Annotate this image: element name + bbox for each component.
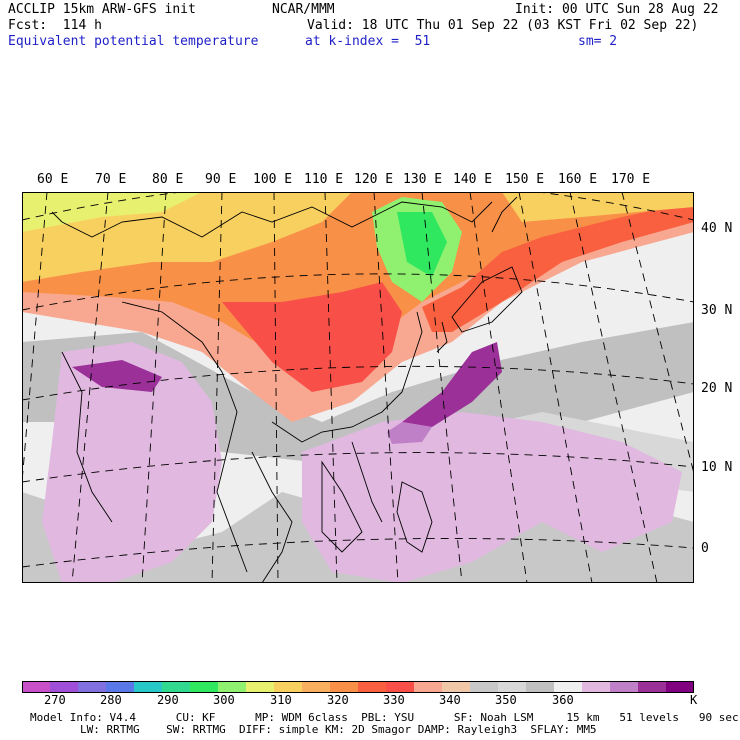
- colorbar-label: 330: [383, 693, 405, 707]
- colorbar-label: 340: [439, 693, 461, 707]
- colorbar-label: 350: [495, 693, 517, 707]
- colorbar-label: 320: [327, 693, 349, 707]
- colorbar-swatch: [50, 681, 79, 693]
- colorbar-frame: [22, 681, 694, 693]
- purple-region-east: [402, 342, 502, 427]
- colorbar-swatch: [274, 681, 303, 693]
- latitude-label: 10 N: [701, 460, 733, 475]
- longitude-label: 120 E: [354, 172, 394, 187]
- colorbar-label: 290: [157, 693, 179, 707]
- equivalent-potential-temperature-map: [22, 192, 694, 583]
- colorbar-swatch: [666, 681, 694, 693]
- colorbar-label: 360: [552, 693, 574, 707]
- field-name: Equivalent potential temperature: [8, 34, 259, 49]
- forecast-hour: Fcst: 114 h: [8, 18, 102, 33]
- longitude-label: 80 E: [152, 172, 184, 187]
- colorbar-label: 280: [100, 693, 122, 707]
- latitude-label: 20 N: [701, 381, 733, 396]
- graticule: [22, 192, 694, 583]
- colorbar-swatch: [582, 681, 611, 693]
- smoothing-label: sm= 2: [578, 34, 618, 49]
- colorbar-swatch: [610, 681, 639, 693]
- red-region: [222, 282, 402, 392]
- red-band-japan: [422, 202, 694, 332]
- colorbar-swatch: [330, 681, 359, 693]
- colorbar-swatch: [246, 681, 275, 693]
- lavender-region-india: [42, 342, 222, 583]
- colorbar-swatch: [22, 681, 51, 693]
- colorbar-swatch: [638, 681, 667, 693]
- longitude-label: 90 E: [205, 172, 237, 187]
- colorbar-swatch: [386, 681, 415, 693]
- model-info-line: Model Info: V4.4 CU: KF MP: WDM 6class P…: [30, 711, 739, 724]
- coastlines: [51, 196, 523, 583]
- longitude-label: 140 E: [453, 172, 493, 187]
- colorbar-swatch: [358, 681, 387, 693]
- colorbar-swatch: [162, 681, 191, 693]
- latitude-label: 30 N: [701, 303, 733, 318]
- longitude-label: 110 E: [304, 172, 344, 187]
- colorbar: [22, 681, 694, 693]
- init-time: Init: 00 UTC Sun 28 Aug 22: [515, 2, 719, 17]
- colorbar-swatch: [190, 681, 219, 693]
- bright-green-region: [397, 212, 447, 277]
- latitude-label: 0: [701, 541, 709, 556]
- colorbar-swatch: [134, 681, 163, 693]
- longitude-label: 170 E: [611, 172, 651, 187]
- lavender-region-pacific: [302, 412, 682, 583]
- colorbar-swatch: [414, 681, 443, 693]
- magenta-fringe: [387, 422, 432, 444]
- valid-time: Valid: 18 UTC Thu 01 Sep 22 (03 KST Fri …: [307, 18, 699, 33]
- colorbar-swatch: [78, 681, 107, 693]
- map-frame: [22, 192, 694, 583]
- center-label: NCAR/MMM: [272, 2, 335, 17]
- physics-info-line: LW: RRTMG SW: RRTMG DIFF: simple KM: 2D …: [80, 723, 597, 736]
- colorbar-label: 310: [270, 693, 292, 707]
- yellow-strip-north: [502, 192, 694, 222]
- longitude-label: 100 E: [253, 172, 293, 187]
- level-label: at k-index = 51: [305, 34, 431, 49]
- longitude-label: 130 E: [403, 172, 443, 187]
- colorbar-swatch: [218, 681, 247, 693]
- model-title: ACCLIP 15km ARW-GFS init: [8, 2, 196, 17]
- pale-yellow-region: [22, 192, 202, 232]
- colorbar-swatch: [106, 681, 135, 693]
- colorbar-swatch: [470, 681, 499, 693]
- colorbar-swatch: [442, 681, 471, 693]
- latitude-label: 40 N: [701, 221, 733, 236]
- longitude-label: 70 E: [95, 172, 127, 187]
- purple-region: [72, 360, 162, 392]
- longitude-label: 160 E: [558, 172, 598, 187]
- colorbar-swatch: [302, 681, 331, 693]
- longitude-label: 150 E: [505, 172, 545, 187]
- colorbar-label: 270: [44, 693, 66, 707]
- colorbar-swatch: [498, 681, 527, 693]
- colorbar-swatch: [526, 681, 555, 693]
- longitude-label: 60 E: [37, 172, 69, 187]
- colorbar-label: 300: [213, 693, 235, 707]
- colorbar-swatch: [554, 681, 583, 693]
- colorbar-label: K: [690, 693, 698, 707]
